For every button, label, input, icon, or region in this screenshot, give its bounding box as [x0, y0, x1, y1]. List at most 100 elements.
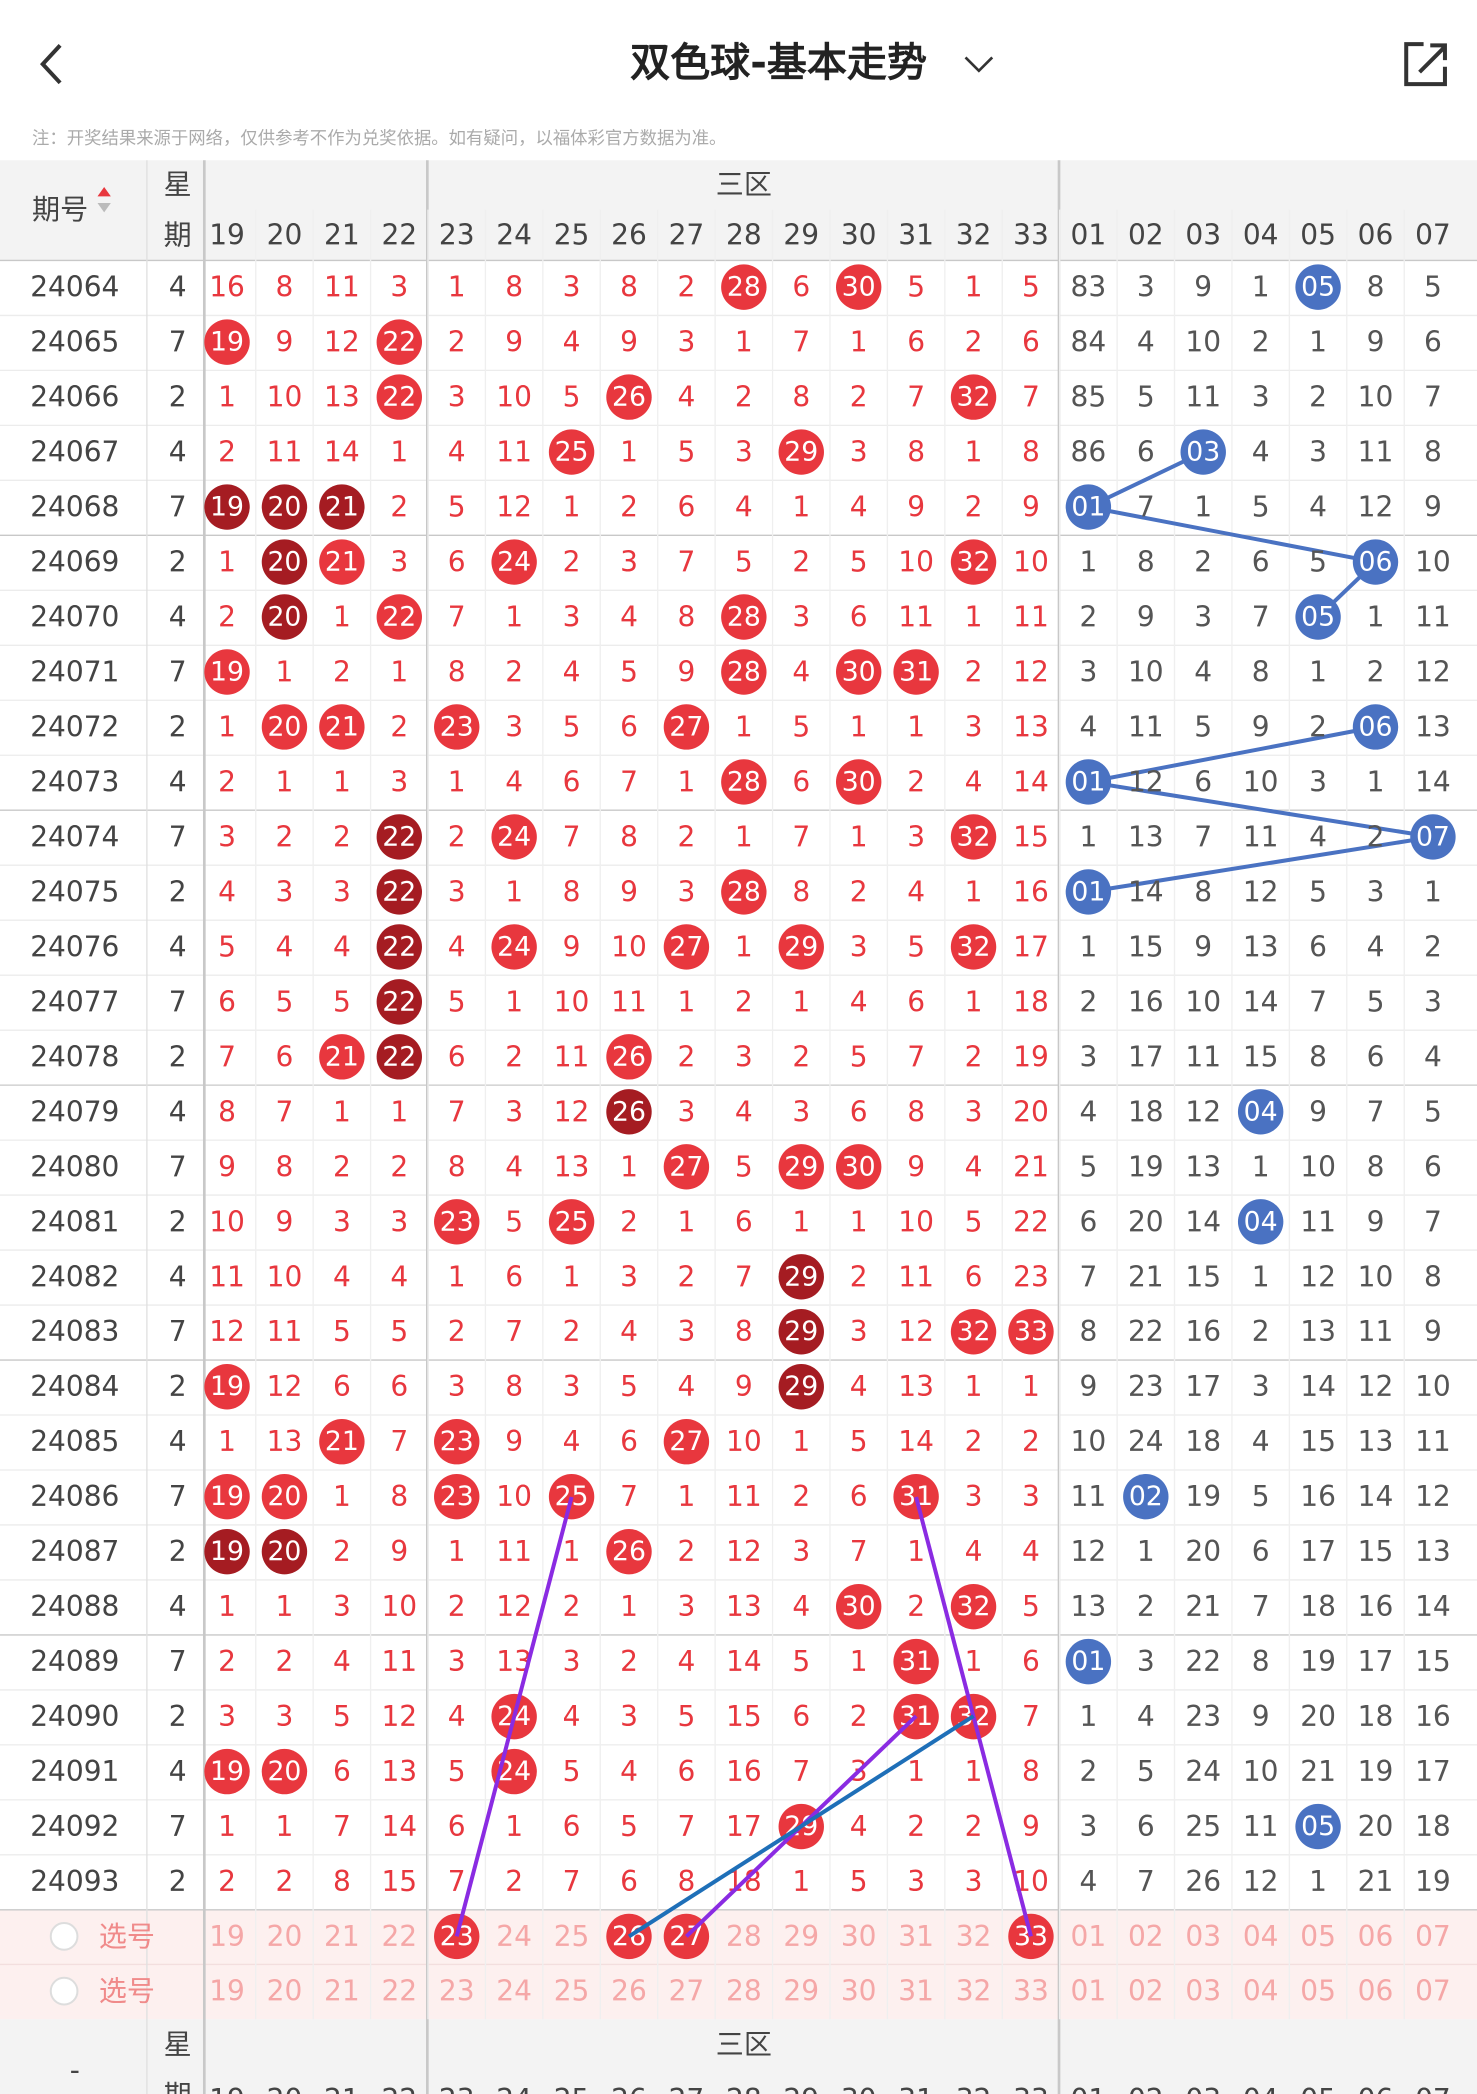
- cell-value: 16: [1358, 1590, 1394, 1623]
- cell-value: 1: [965, 1755, 983, 1788]
- select-radio[interactable]: [49, 1922, 79, 1951]
- dropdown-icon[interactable]: [964, 56, 994, 73]
- cell-value: 6: [1079, 1205, 1097, 1238]
- cell-value: 5: [448, 985, 466, 1018]
- period: 24088: [30, 1590, 119, 1623]
- page-title[interactable]: 双色球-基本走势: [630, 40, 927, 86]
- cell-value: 6: [448, 1810, 466, 1843]
- cell-value: 7: [620, 765, 638, 798]
- cell-value: 5: [1424, 271, 1442, 304]
- cell-value: 24: [496, 1975, 532, 2008]
- column-header: 26: [611, 219, 647, 252]
- sort-down[interactable]: [97, 203, 111, 213]
- cell-value: 9: [505, 326, 523, 359]
- share-button[interactable]: [1404, 42, 1447, 87]
- weekday: 7: [169, 820, 187, 853]
- cell-value: 17: [1128, 1040, 1164, 1073]
- cell-value: 10: [496, 1480, 532, 1513]
- cell-value: 6: [218, 985, 236, 1018]
- cell-value: 9: [390, 1535, 408, 1568]
- cell-value: 1: [276, 655, 294, 688]
- cell-value: 4: [1252, 436, 1270, 469]
- ball: [893, 1638, 939, 1685]
- zone-header: 三区: [716, 2028, 772, 2061]
- ball: [261, 1528, 308, 1575]
- cell-value: 2: [333, 655, 351, 688]
- cell-value: 3: [276, 1700, 294, 1733]
- cell-value: 20: [1185, 1535, 1221, 1568]
- period-header: 期号: [32, 193, 88, 226]
- cell-value: 9: [505, 1425, 523, 1458]
- cell-value: 1: [333, 1095, 351, 1128]
- cell-value: 4: [276, 930, 294, 963]
- cell-value: 2: [563, 1590, 581, 1623]
- cell-value: 3: [735, 1040, 753, 1073]
- cell-value: 13: [1415, 1535, 1451, 1568]
- ball: [434, 704, 480, 750]
- cell-value: 16: [1185, 1315, 1221, 1348]
- cell-value: 3: [333, 875, 351, 908]
- ball: [950, 374, 997, 420]
- cell-value: 9: [1252, 710, 1270, 743]
- column-header: 25: [554, 2083, 590, 2094]
- cell-value: 1: [333, 765, 351, 798]
- cell-value: 6: [1022, 1645, 1040, 1678]
- ball[interactable]: [434, 1913, 480, 1960]
- column-header: 01: [1071, 219, 1107, 252]
- cell-value: 4: [620, 1755, 638, 1788]
- ball: [376, 979, 422, 1025]
- cell-value: 10: [496, 381, 532, 414]
- cell-value: 7: [1252, 601, 1270, 634]
- cell-value: 2: [1309, 381, 1327, 414]
- ball-number: 29: [784, 1316, 818, 1347]
- cell-value: 7: [563, 1865, 581, 1898]
- weekday: 4: [169, 930, 187, 963]
- column-header: 22: [381, 219, 417, 252]
- cell-value: 2: [677, 1260, 695, 1293]
- cell-value: 11: [1243, 1810, 1279, 1843]
- cell-value: 5: [1137, 1755, 1155, 1788]
- cell-value: 7: [333, 1810, 351, 1843]
- ball: [376, 814, 422, 860]
- cell-value: 6: [563, 765, 581, 798]
- cell-value: 5: [333, 1700, 351, 1733]
- select-radio[interactable]: [49, 1976, 79, 2006]
- period: 24068: [30, 491, 119, 524]
- cell-value: 1: [1079, 820, 1097, 853]
- cell-value: 9: [1367, 1205, 1385, 1238]
- ball: [1065, 869, 1112, 915]
- cell-value: 5: [965, 1205, 983, 1238]
- cell-value: 3: [505, 710, 523, 743]
- cell-value: 15: [1300, 1425, 1336, 1458]
- cell-value: 3: [448, 381, 466, 414]
- cell-value: 5: [390, 1315, 408, 1348]
- cell-value: 6: [850, 1480, 868, 1513]
- ball: [1008, 1309, 1054, 1355]
- cell-value: 2: [333, 1535, 351, 1568]
- weekday: 2: [169, 1370, 187, 1403]
- cell-value: 33: [1013, 1975, 1049, 2008]
- cell-value: 11: [1300, 1205, 1336, 1238]
- cell-value: 22: [1128, 1315, 1164, 1348]
- period: 24073: [30, 765, 119, 798]
- cell-value: 3: [677, 1095, 695, 1128]
- ball: [261, 1473, 308, 1520]
- cell-value: 1: [563, 491, 581, 524]
- cell-value: 10: [267, 381, 303, 414]
- back-button[interactable]: [40, 44, 62, 85]
- weekday: 4: [169, 1260, 187, 1293]
- column-header: 21: [324, 219, 360, 252]
- cell-value: 28: [726, 1920, 762, 1953]
- ball: [950, 1309, 997, 1355]
- cell-value: 7: [448, 601, 466, 634]
- ball: [950, 539, 997, 585]
- cell-value: 21: [1358, 1865, 1394, 1898]
- sort-up[interactable]: [97, 186, 111, 197]
- cell-value: 12: [1013, 655, 1049, 688]
- ball-number: 22: [382, 876, 416, 907]
- cell-value: 4: [965, 1535, 983, 1568]
- cell-value: 10: [898, 1205, 934, 1238]
- cell-value: 1: [907, 1535, 925, 1568]
- cell-value: 21: [1128, 1260, 1164, 1293]
- cell-value: 11: [381, 1645, 417, 1678]
